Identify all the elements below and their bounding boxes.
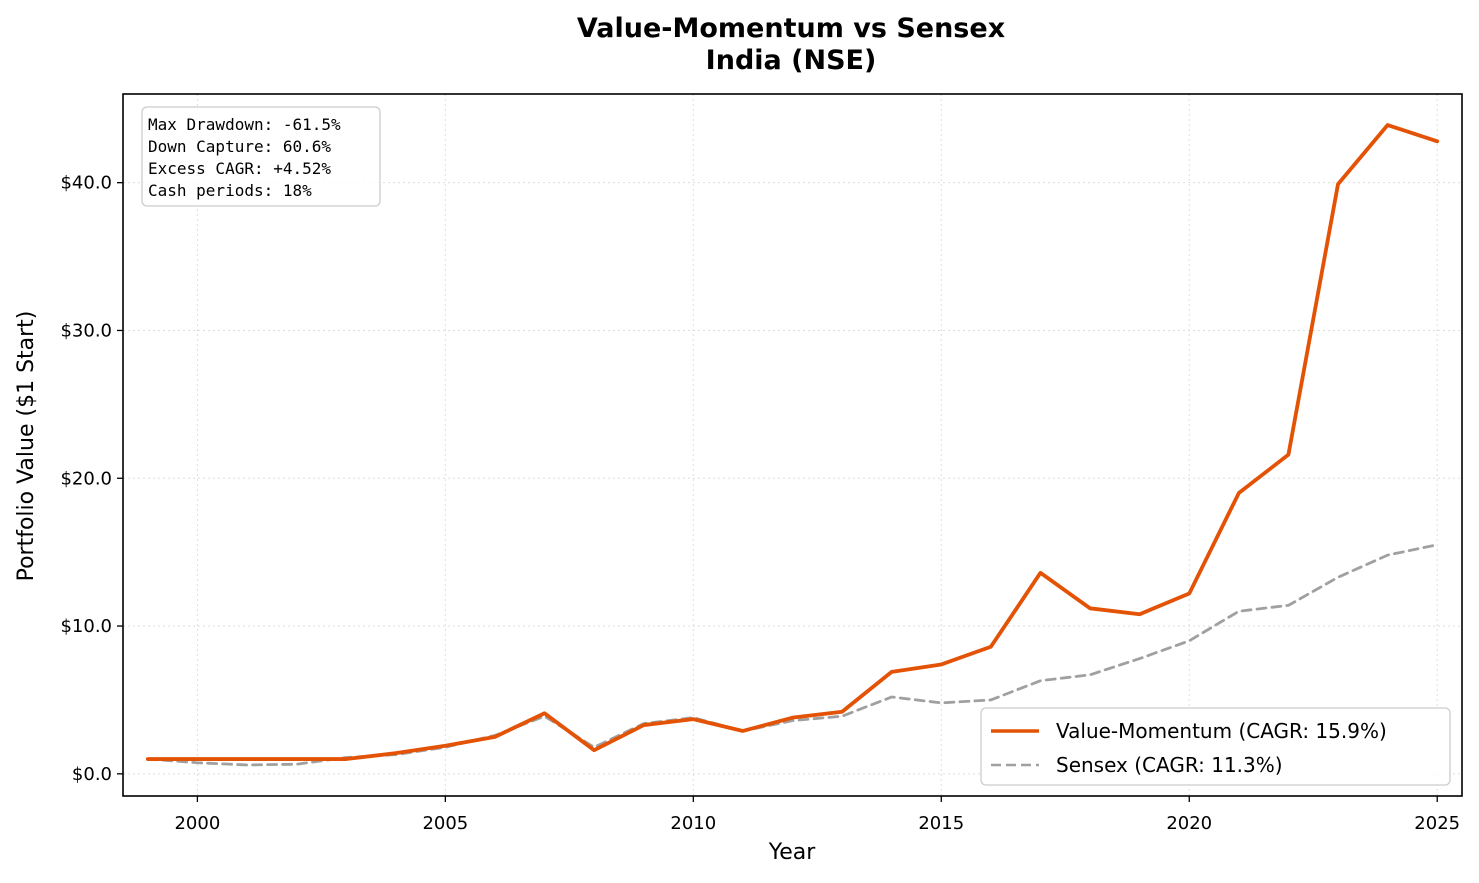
stats-excess-cagr: Excess CAGR: +4.52% [148,159,331,178]
stats-annotation-box: Max Drawdown: -61.5% Down Capture: 60.6%… [141,106,381,207]
x-axis-label: Year [768,840,817,865]
y-tick-label: $30.0 [60,320,112,341]
series-line-value-momentum [145,123,1440,761]
x-tick-label: 2005 [422,813,468,834]
x-tick-label: 2000 [174,813,220,834]
legend-label-sensex: Sensex (CAGR: 11.3%) [1056,753,1283,777]
x-tick-label: 2010 [670,813,716,834]
y-axis-label: Portfolio Value ($1 Start) [14,311,39,582]
series-layer [145,123,1440,767]
chart-subtitle: India (NSE) [706,45,877,76]
legend-label-value-momentum: Value-Momentum (CAGR: 15.9%) [1056,719,1387,743]
stats-cash-periods: Cash periods: 18% [148,181,312,200]
x-tick-label: 2015 [918,813,964,834]
x-tick-label: 2020 [1166,813,1212,834]
x-axis-ticks: 2000 2005 2010 2015 2020 2025 [174,796,1460,834]
chart-title: Value-Momentum vs Sensex [577,13,1005,44]
legend-frame [980,707,1451,786]
y-tick-label: $10.0 [60,616,112,637]
plot-frame [122,93,1463,797]
x-tick-label: 2025 [1414,813,1460,834]
stats-max-drawdown: Max Drawdown: -61.5% [148,115,341,134]
legend: Value-Momentum (CAGR: 15.9%) Sensex (CAG… [980,707,1451,786]
y-tick-label: $0.0 [72,764,112,785]
y-axis-ticks: $0.0 $10.0 $20.0 $30.0 $40.0 [60,173,123,785]
stats-down-capture: Down Capture: 60.6% [148,137,331,156]
stats-box-frame [141,106,381,207]
y-tick-label: $40.0 [60,173,112,194]
y-tick-label: $20.0 [60,468,112,489]
